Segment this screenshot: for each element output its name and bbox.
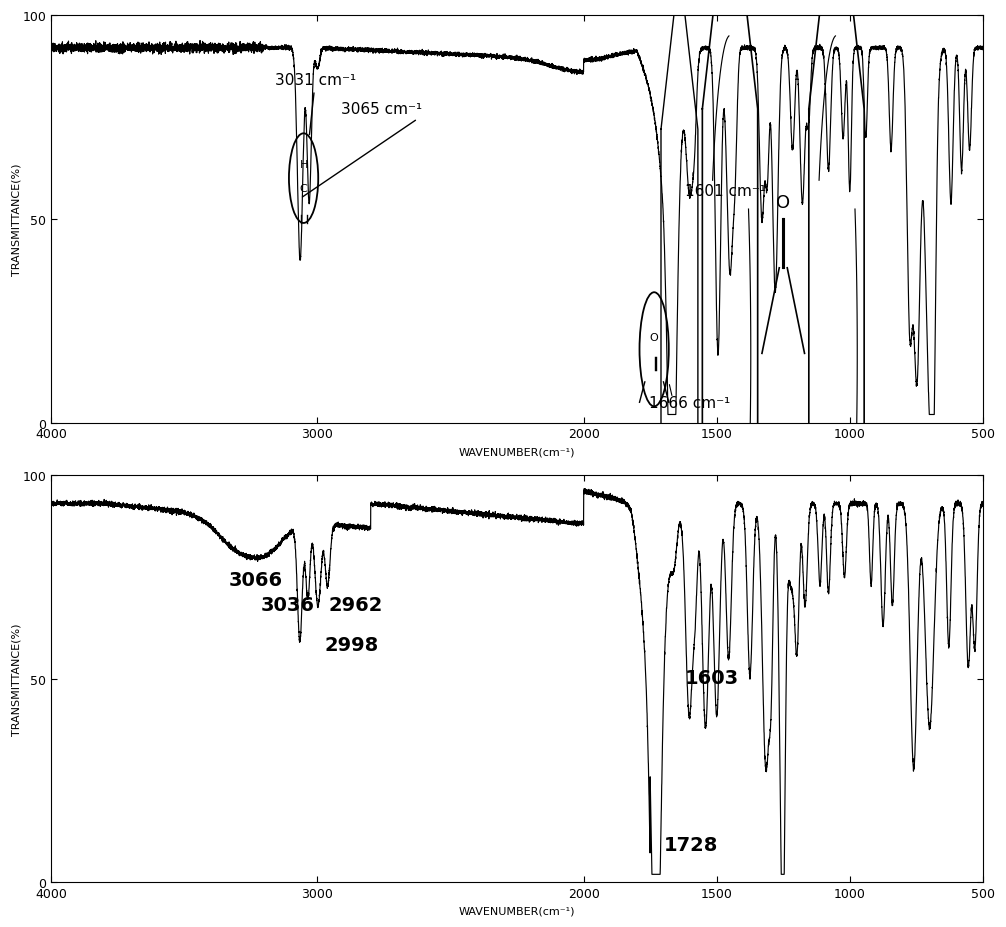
- Text: 1666 cm⁻¹: 1666 cm⁻¹: [650, 396, 730, 411]
- Text: 2998: 2998: [325, 636, 379, 654]
- Text: 3031 cm⁻¹: 3031 cm⁻¹: [275, 73, 356, 135]
- Text: C: C: [300, 184, 308, 194]
- Text: 2962: 2962: [328, 595, 382, 614]
- Text: 3066: 3066: [228, 570, 283, 590]
- Text: O: O: [650, 333, 659, 343]
- Text: 3065 cm⁻¹: 3065 cm⁻¹: [303, 102, 422, 197]
- Y-axis label: TRANSMITTANCE(%): TRANSMITTANCE(%): [11, 163, 21, 276]
- X-axis label: WAVENUMBER(cm⁻¹): WAVENUMBER(cm⁻¹): [459, 906, 575, 916]
- Text: 1601 cm⁻¹: 1601 cm⁻¹: [685, 184, 766, 199]
- Text: 3036: 3036: [261, 595, 315, 614]
- Text: H: H: [300, 159, 308, 170]
- Text: 1603: 1603: [685, 668, 738, 687]
- Text: O: O: [777, 194, 791, 211]
- X-axis label: WAVENUMBER(cm⁻¹): WAVENUMBER(cm⁻¹): [459, 447, 575, 457]
- Y-axis label: TRANSMITTANCE(%): TRANSMITTANCE(%): [11, 623, 21, 735]
- Text: 1728: 1728: [664, 835, 718, 854]
